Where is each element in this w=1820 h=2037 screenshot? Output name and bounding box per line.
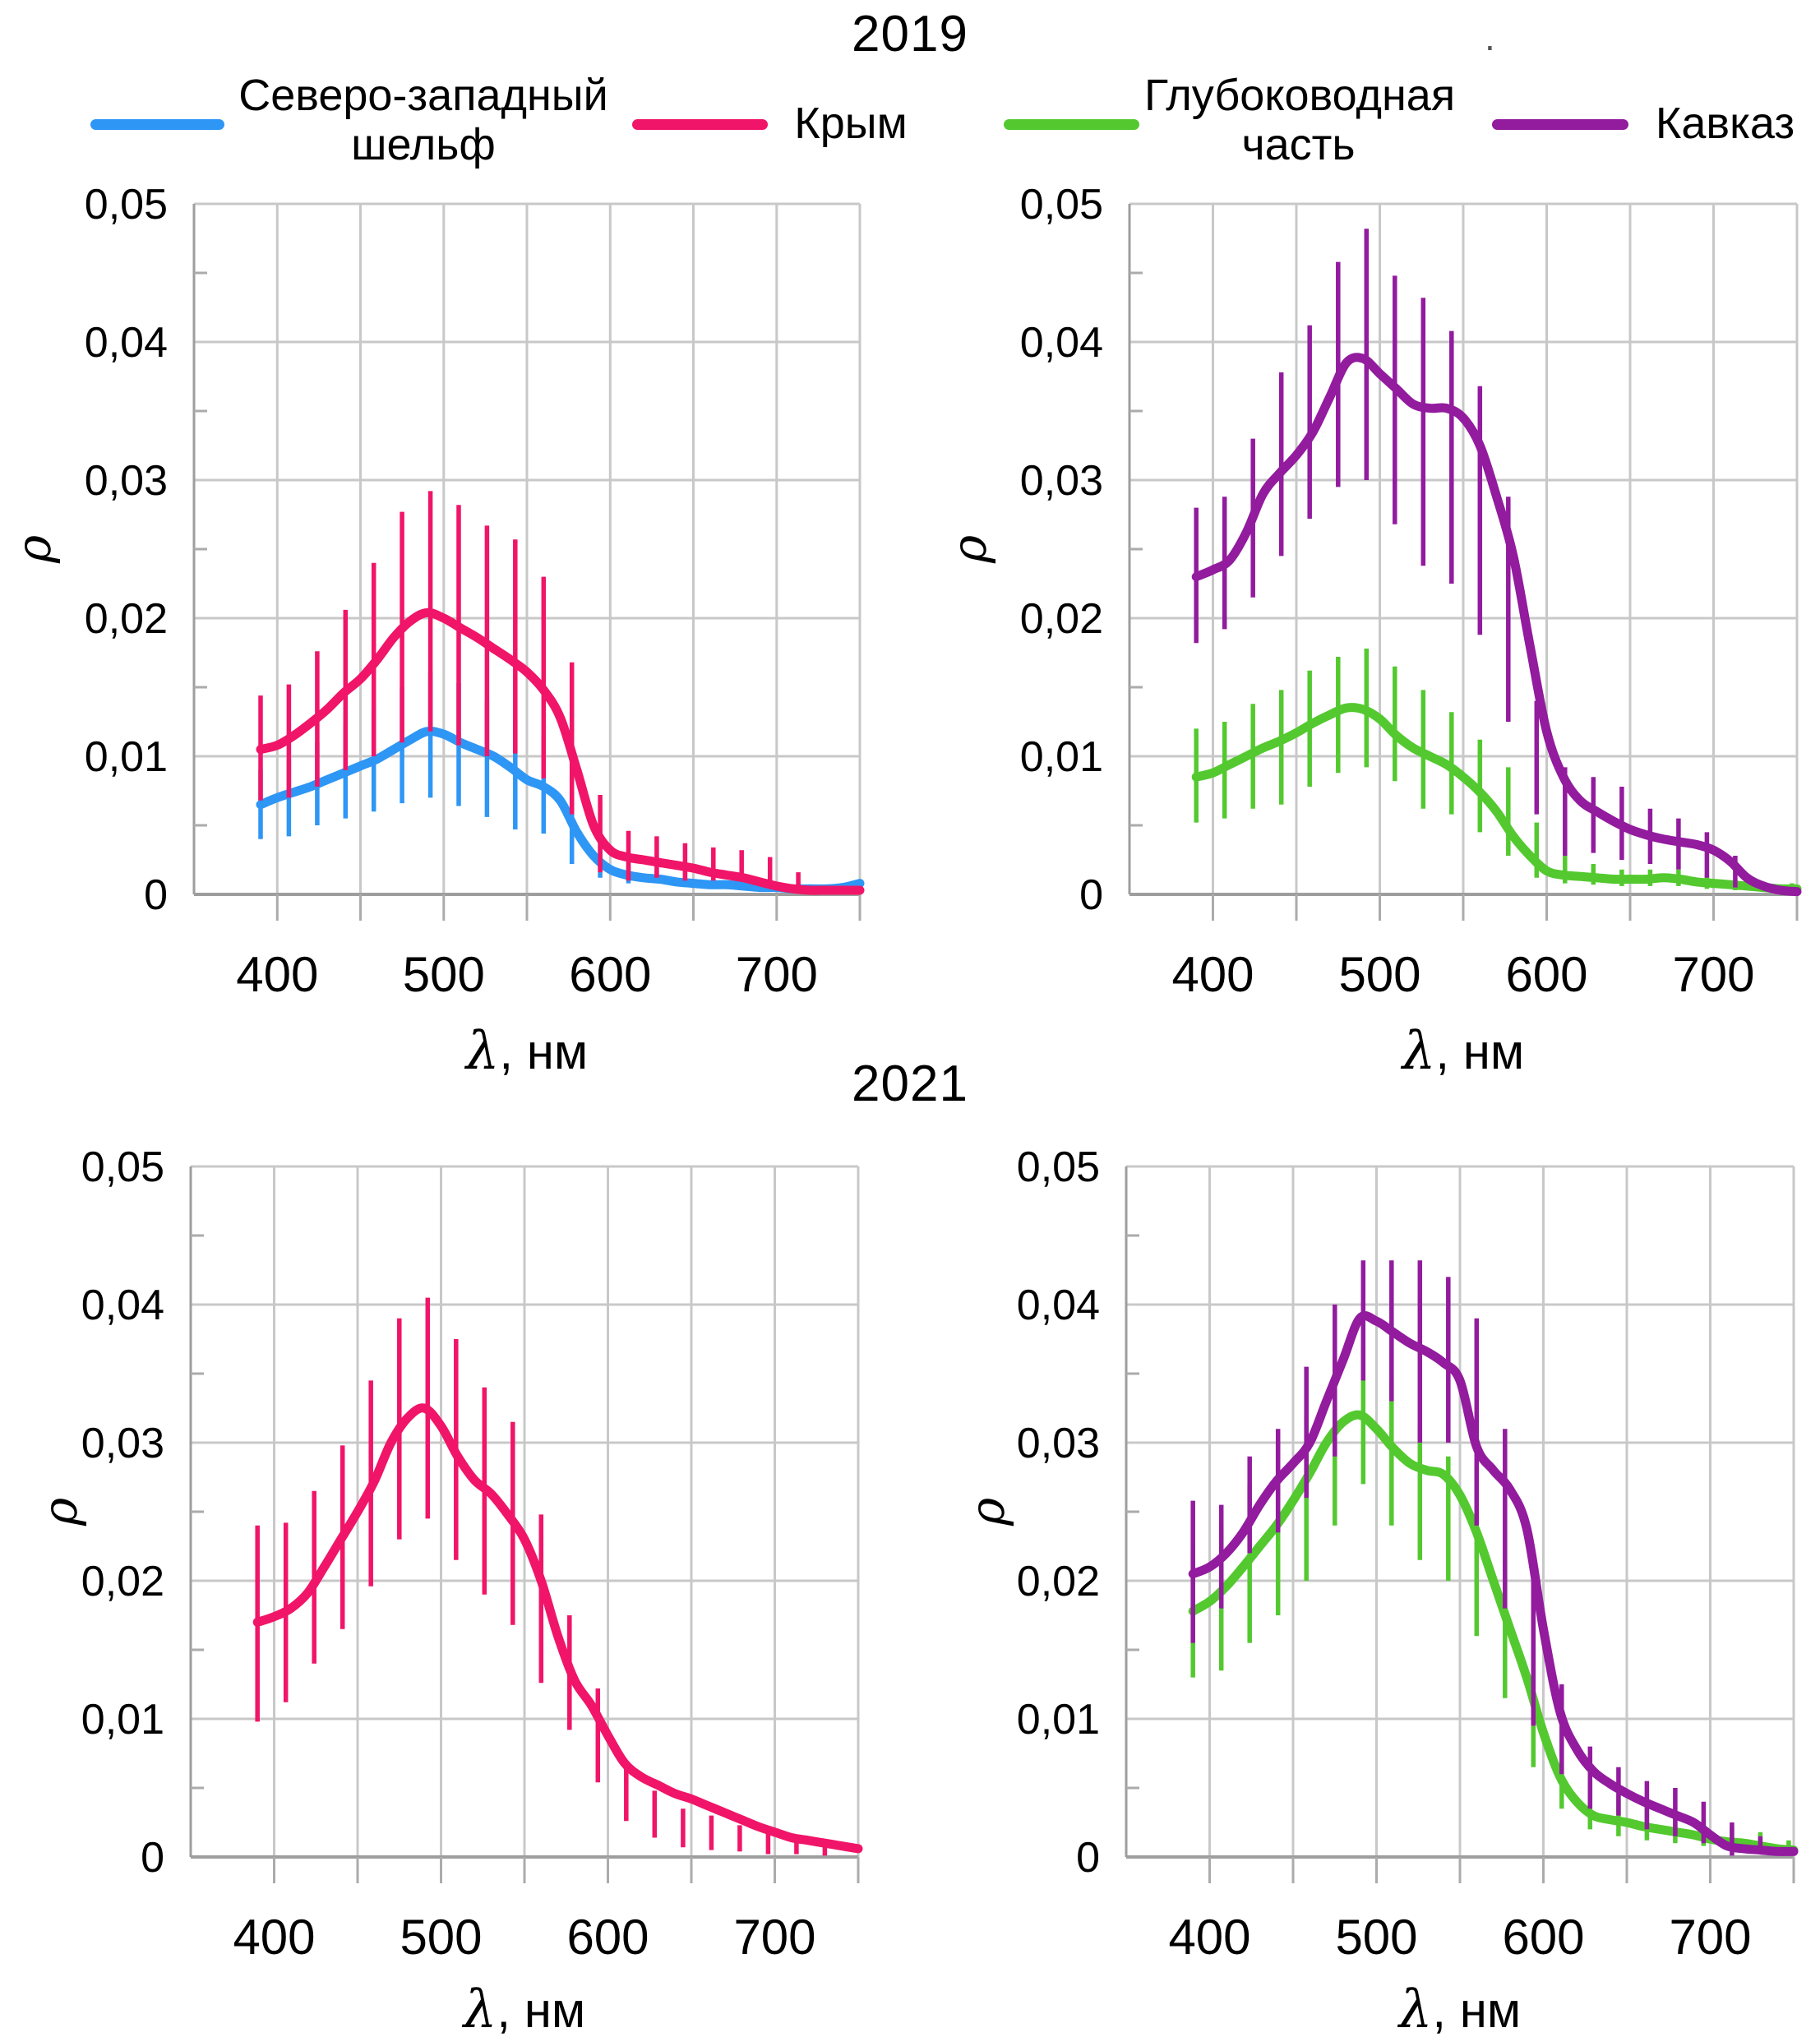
x-tick-label: 400	[1168, 1910, 1250, 1965]
y-tick-label: 0,05	[1020, 181, 1103, 229]
y-tick-labels: 0 0,01 0,02 0,03 0,04 0,05	[81, 1143, 164, 1882]
error-bars-caucasus	[1194, 229, 1738, 888]
x-ticks	[1212, 894, 1799, 921]
chart-2019-top-left: 0 0,01 0,02 0,03 0,04 0,05 400 500 600 700	[85, 181, 865, 1002]
y-minor-ticks	[1126, 1234, 1139, 1790]
chart-2021-bottom-right: 0 0,01 0,02 0,03 0,04 0,05 400 500 600 700	[1017, 1143, 1799, 1965]
x-ticks	[273, 1857, 860, 1883]
y-tick-label: 0,05	[85, 181, 168, 229]
legend-label-caucasus: Кавказ	[1655, 99, 1795, 148]
x-ticks	[1208, 1857, 1795, 1883]
title-2021: 2021	[852, 1055, 968, 1112]
chart-2019-top-right: 0 0,01 0,02 0,03 0,04 0,05 400 500 600 700	[1020, 181, 1802, 1002]
legend-swatch-caucasus	[1492, 119, 1628, 130]
y-tick-label: 0,03	[1020, 457, 1103, 505]
legend-swatch-crimea	[632, 119, 768, 130]
x-tick-labels: 400 500 600 700	[1168, 1910, 1751, 1965]
series-line-caucasus	[1188, 1311, 1799, 1856]
y-tick-label: 0,05	[1017, 1143, 1100, 1191]
x-tick-label: 600	[569, 947, 651, 1002]
x-tick-label: 600	[566, 1910, 649, 1965]
x-tick-label: 500	[1338, 947, 1420, 1002]
y-tick-label: 0,03	[81, 1420, 164, 1467]
y-tick-labels: 0 0,01 0,02 0,03 0,04 0,05	[1020, 181, 1103, 919]
y-minor-ticks	[191, 1234, 204, 1790]
series-line-crimea	[256, 607, 865, 895]
y-tick-label: 0	[1076, 1834, 1100, 1882]
series-line-crimea	[252, 1403, 863, 1854]
x-tick-label: 500	[403, 947, 485, 1002]
y-tick-label: 0,02	[1017, 1558, 1100, 1605]
x-tick-labels: 400 500 600 700	[233, 1910, 815, 1965]
legend-label-deep: Глубоководная часть	[1144, 71, 1456, 169]
x-ticks	[275, 894, 861, 921]
y-tick-label: 0	[1079, 871, 1103, 919]
y-tick-labels: 0 0,01 0,02 0,03 0,04 0,05	[1017, 1143, 1100, 1882]
error-bars-deep	[1194, 649, 1795, 892]
x-tick-label: 700	[1669, 1910, 1751, 1965]
series-line-caucasus	[1191, 353, 1802, 897]
x-tick-label: 400	[233, 1910, 315, 1965]
legend-label-shelf: Северо-западный шельф	[238, 71, 608, 169]
title-2019: 2019	[852, 6, 968, 62]
x-axis-title-top-left: λ, нм	[465, 1021, 589, 1082]
x-tick-label: 400	[236, 947, 318, 1002]
legend-label-crimea: Крым	[794, 99, 908, 148]
x-tick-label: 700	[1672, 947, 1754, 1002]
y-minor-ticks	[1129, 271, 1143, 827]
y-minor-ticks	[194, 271, 207, 827]
x-axis-title-top-right: λ, нм	[1402, 1021, 1525, 1082]
gridlines	[1126, 1165, 1795, 1857]
y-tick-label: 0,02	[1020, 595, 1103, 643]
x-tick-labels: 400 500 600 700	[236, 947, 818, 1002]
y-tick-label: 0,01	[1017, 1696, 1100, 1744]
y-tick-label: 0,04	[1017, 1282, 1100, 1329]
y-tick-labels: 0 0,01 0,02 0,03 0,04 0,05	[85, 181, 168, 919]
y-tick-label: 0,04	[81, 1282, 164, 1329]
y-tick-label: 0	[141, 1834, 164, 1882]
series-line-deep	[1188, 1410, 1799, 1855]
y-tick-label: 0,02	[85, 595, 168, 643]
y-tick-label: 0	[144, 871, 168, 919]
error-bars-deep	[1190, 1346, 1791, 1852]
gridlines	[1129, 202, 1799, 894]
series-line-deep	[1191, 703, 1802, 894]
legend-swatch-shelf	[90, 119, 224, 130]
y-tick-label: 0,05	[81, 1143, 164, 1191]
x-tick-label: 700	[736, 947, 818, 1002]
legend-swatch-deep	[1004, 119, 1139, 130]
y-tick-label: 0,03	[1017, 1420, 1100, 1467]
x-tick-labels: 400 500 600 700	[1171, 947, 1754, 1002]
x-tick-label: 600	[1502, 1910, 1584, 1965]
y-tick-label: 0,04	[1020, 319, 1103, 367]
x-tick-label: 500	[1335, 1910, 1417, 1965]
y-tick-label: 0,01	[81, 1696, 164, 1744]
x-tick-label: 700	[733, 1910, 815, 1965]
x-tick-label: 500	[400, 1910, 482, 1965]
chart-2021-bottom-left: 0 0,01 0,02 0,03 0,04 0,05 400 500 600 700	[81, 1143, 863, 1965]
series-line-shelf	[256, 727, 865, 894]
gridlines	[191, 1165, 860, 1857]
x-tick-label: 600	[1505, 947, 1587, 1002]
y-tick-label: 0,01	[85, 733, 168, 781]
y-tick-label: 0,01	[1020, 733, 1103, 781]
y-tick-label: 0,04	[85, 319, 168, 367]
stray-dot-artifact: .	[1485, 16, 1495, 58]
x-axis-title-bottom-left: λ, нм	[463, 1979, 586, 2037]
x-axis-title-bottom-right: λ, нм	[1398, 1979, 1522, 2037]
x-tick-label: 400	[1171, 947, 1254, 1002]
y-tick-label: 0,03	[85, 457, 168, 505]
y-tick-label: 0,02	[81, 1558, 164, 1605]
